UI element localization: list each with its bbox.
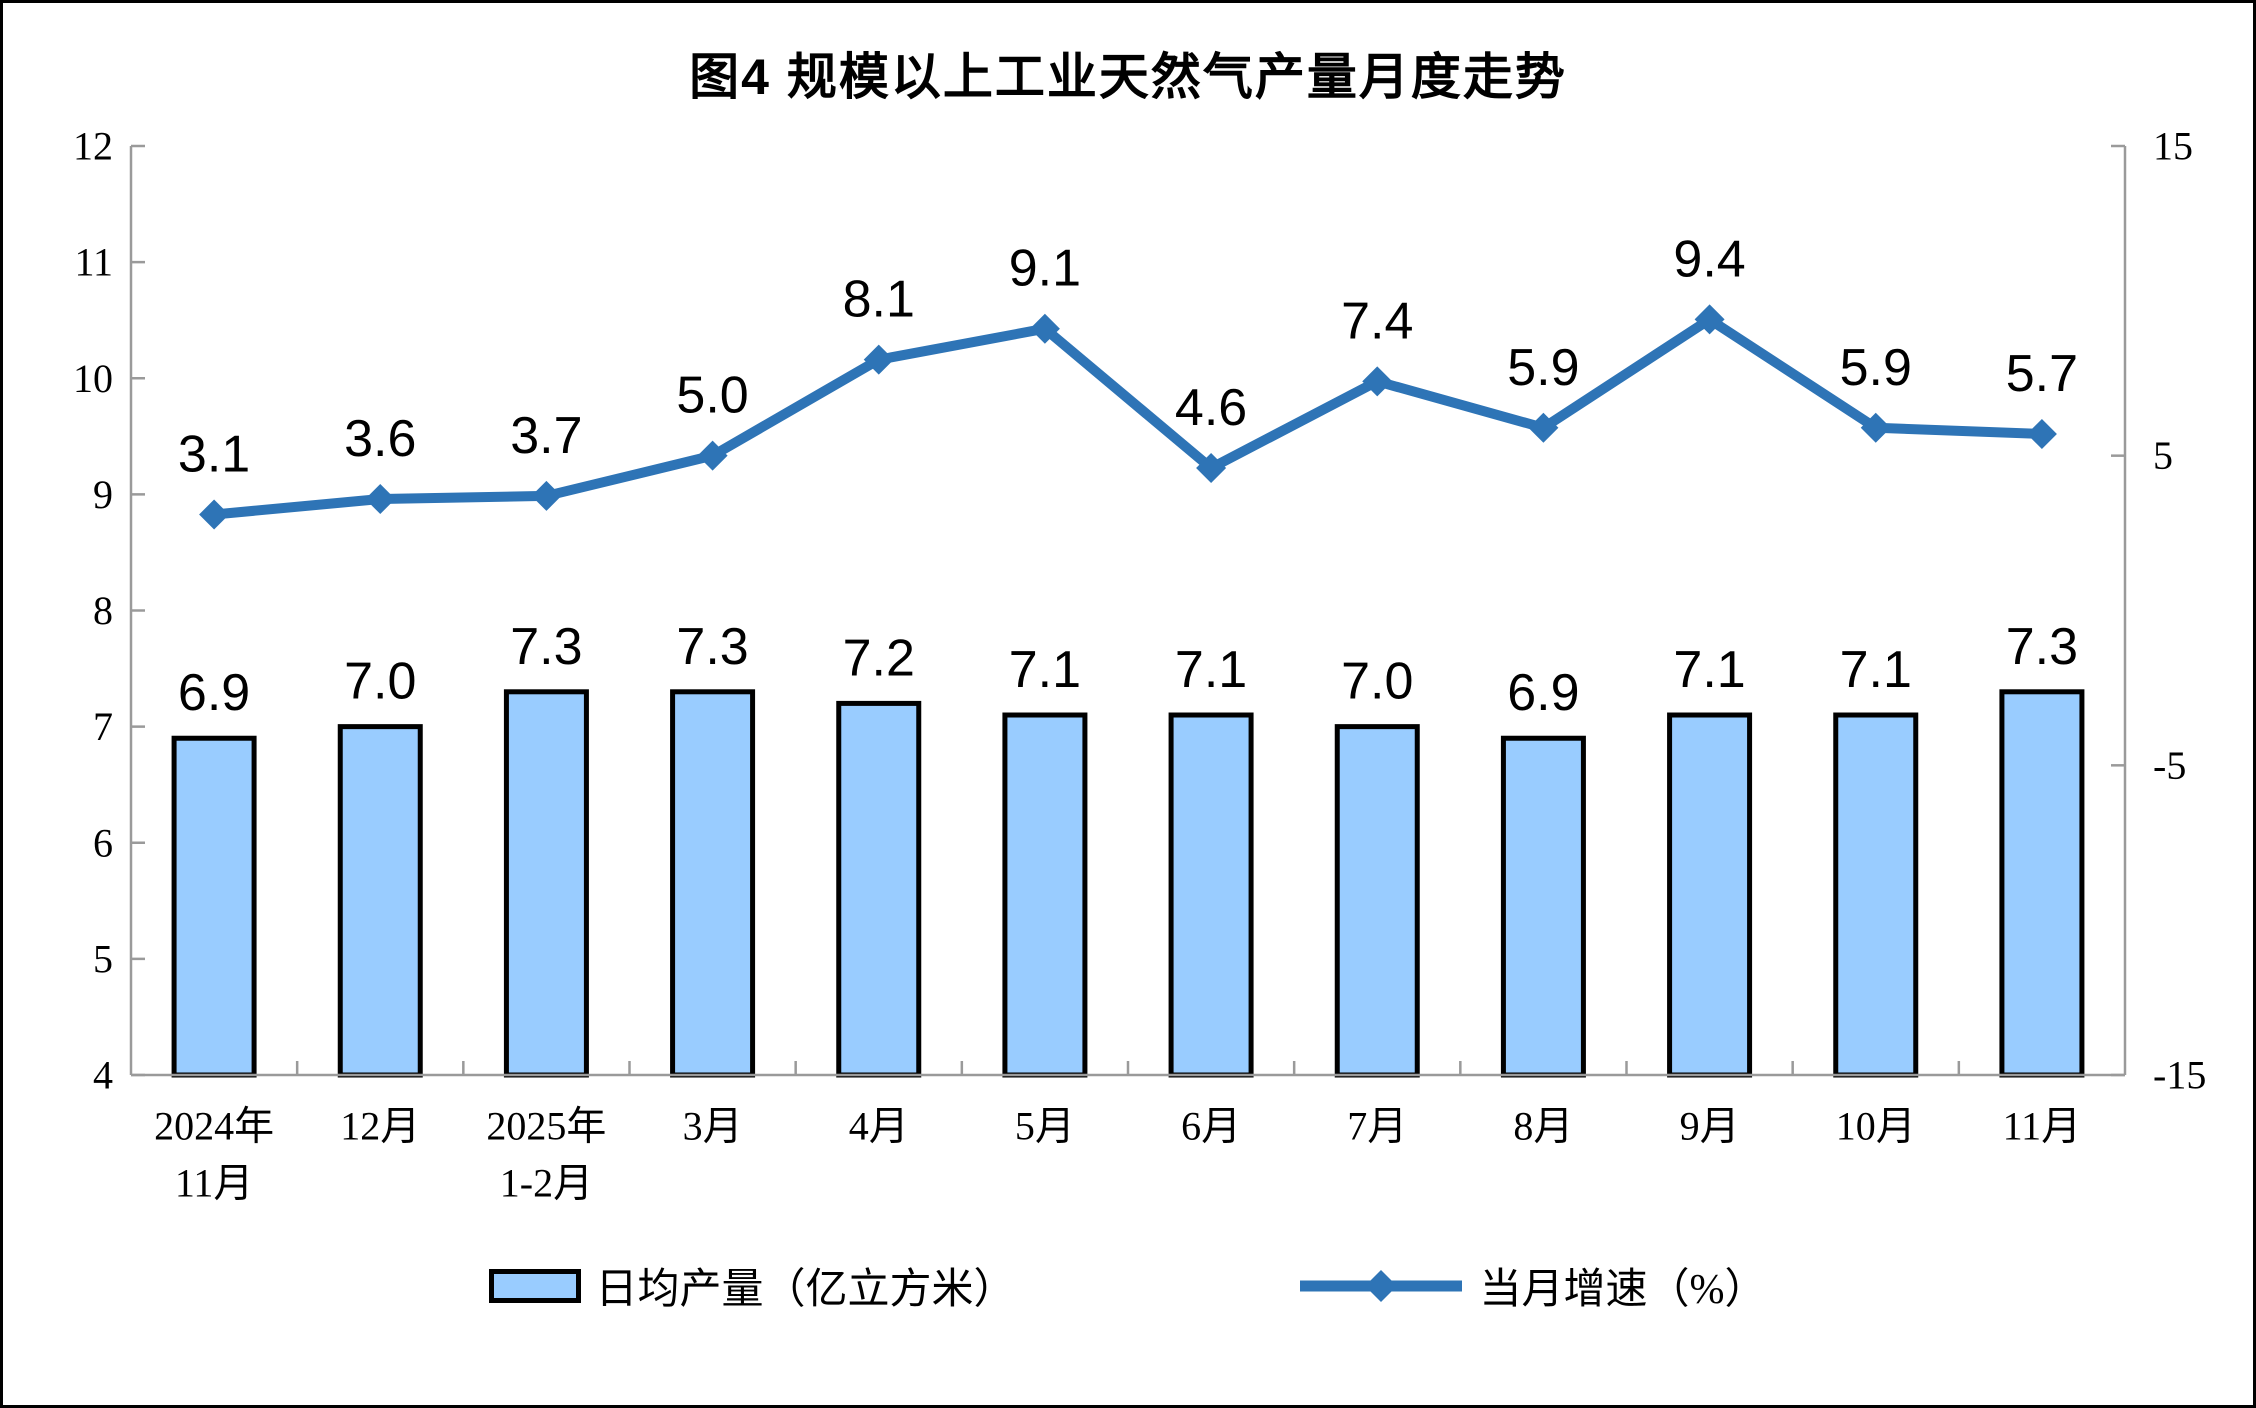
left-axis-tick-label: 10	[73, 356, 113, 401]
line-marker-diamond	[2026, 418, 2057, 449]
line-marker-diamond	[1694, 304, 1725, 335]
bar-value-label: 7.3	[510, 618, 582, 676]
line-marker-diamond	[1362, 366, 1393, 397]
chart-canvas: 6.9 7.0 7.3 7.3 7.2 7.1 7.1 7.0 6.9 7.1 7.1 7.3 4 5 6 7…	[73, 124, 2206, 1206]
bar	[836, 700, 922, 1078]
left-axis-tick-label: 12	[73, 124, 113, 169]
bar	[1667, 712, 1753, 1078]
left-axis-tick-label: 11	[74, 240, 113, 285]
right-axis-tick-label: -15	[2153, 1053, 2206, 1098]
growth-line	[209, 314, 2047, 520]
line-marker-diamond	[1528, 412, 1559, 443]
x-category-label: 12月	[340, 1104, 420, 1149]
bar	[503, 689, 589, 1078]
bar	[1999, 689, 2085, 1078]
right-axis-tick-label: 5	[2153, 433, 2173, 478]
line-value-label: 7.4	[1341, 292, 1413, 350]
line-marker-diamond	[1860, 412, 1891, 443]
line-value-label: 9.1	[1009, 240, 1081, 298]
line-value-label: 5.9	[1840, 339, 1912, 397]
x-category-label: 11月	[175, 1161, 254, 1206]
bar-value-label: 7.3	[2006, 618, 2078, 676]
bar-value-label: 7.0	[344, 653, 416, 711]
bar-value-label: 7.1	[1840, 641, 1912, 699]
left-axis-tick-label: 4	[93, 1053, 113, 1098]
left-axis-tick-label: 8	[93, 588, 113, 633]
bar	[670, 689, 756, 1078]
x-category-label: 11月	[2003, 1104, 2082, 1149]
line-value-label: 9.4	[1673, 230, 1745, 288]
x-category-label: 10月	[1836, 1104, 1916, 1149]
line-swatch-icon	[1299, 1269, 1462, 1302]
bar-value-label: 7.1	[1673, 641, 1745, 699]
bar-value-label: 6.9	[1507, 664, 1579, 722]
line-marker-diamond	[863, 344, 894, 375]
x-category-label: 2024年	[154, 1104, 274, 1149]
line-value-label: 5.7	[2006, 345, 2078, 403]
bar-value-label: 7.1	[1175, 641, 1247, 699]
bar	[1833, 712, 1919, 1078]
legend-item-bar-series: 日均产量（亿立方米）	[489, 1255, 1016, 1316]
bar-value-label: 6.9	[178, 664, 250, 722]
x-category-label: 6月	[1181, 1104, 1241, 1149]
bar-swatch-icon	[489, 1268, 582, 1303]
line-marker-diamond	[365, 484, 396, 515]
chart-legend: 日均产量（亿立方米） 当月增速（%）	[3, 1255, 2253, 1316]
bar	[1168, 712, 1254, 1078]
right-axis-tick-label: -5	[2153, 743, 2186, 788]
line-marker-diamond	[697, 440, 728, 471]
line-value-label: 3.1	[178, 426, 250, 484]
bar-value-label: 7.1	[1009, 641, 1081, 699]
x-category-label: 1-2月	[500, 1161, 593, 1206]
x-category-label: 8月	[1513, 1104, 1573, 1149]
left-axis-tick-label: 9	[93, 472, 113, 517]
left-axis-tick-label: 5	[93, 936, 113, 981]
left-axis-tick-label: 7	[93, 704, 113, 749]
legend-item-line-series: 当月增速（%）	[1296, 1255, 1767, 1316]
bar	[337, 724, 423, 1078]
bar	[1002, 712, 1088, 1078]
bar-value-label: 7.0	[1341, 653, 1413, 711]
line-value-label: 3.6	[344, 410, 416, 468]
line-marker-diamond	[199, 499, 230, 530]
legend-label-line-series: 当月增速（%）	[1479, 1267, 1767, 1313]
x-category-label: 2025年	[486, 1104, 606, 1149]
line-marker-diamond	[1029, 313, 1060, 344]
x-category-label: 4月	[849, 1104, 909, 1149]
x-category-label: 3月	[683, 1104, 743, 1149]
line-swatch-diamond	[1364, 1269, 1397, 1302]
line-marker-diamond	[1196, 453, 1227, 484]
left-axis-tick-label: 6	[93, 820, 113, 865]
x-category-label: 7月	[1347, 1104, 1407, 1149]
bar	[1334, 724, 1420, 1078]
line-value-label: 8.1	[843, 271, 915, 329]
line-value-label: 3.7	[510, 407, 582, 465]
x-category-label: 9月	[1680, 1104, 1740, 1149]
bar	[171, 735, 257, 1078]
line-value-label: 4.6	[1175, 379, 1247, 437]
bar-value-label: 7.2	[843, 629, 915, 687]
right-axis-tick-label: 15	[2153, 124, 2193, 169]
line-value-label: 5.9	[1507, 339, 1579, 397]
line-value-label: 5.0	[676, 367, 748, 425]
legend-label-bar-series: 日均产量（亿立方米）	[595, 1267, 1016, 1313]
bar	[1500, 735, 1586, 1078]
line-marker-diamond	[531, 480, 562, 511]
bar-value-label: 7.3	[676, 618, 748, 676]
x-category-label: 5月	[1015, 1104, 1075, 1149]
chart-title: 图4 规模以上工业天然气产量月度走势	[689, 49, 1567, 105]
